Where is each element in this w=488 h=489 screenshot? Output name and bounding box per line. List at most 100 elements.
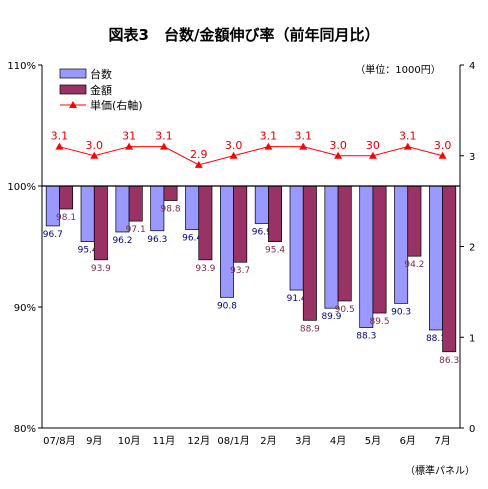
data-label-price: 3.1 [260,130,278,143]
price-marker [229,151,238,159]
right-axis-tick-label: 3 [469,152,475,163]
x-axis-tick-label: 12月 [187,435,210,447]
data-label-price: 3.1 [295,130,313,143]
price-marker [159,142,168,150]
bar-amt [128,185,143,222]
x-axis-tick-label: 5月 [365,435,381,447]
data-label-amt: 98.1 [56,213,76,223]
data-label-amt: 94.2 [404,260,424,270]
right-axis-tick-label: 2 [469,243,475,254]
bar-amt [302,185,317,321]
bar-qty [80,185,95,243]
data-label-amt: 90.5 [335,305,355,315]
price-marker [264,142,273,150]
price-marker [403,142,412,150]
legend-label-price: 単価(右軸) [90,98,143,112]
legend-swatch-qty [59,68,87,79]
data-label-price: 30 [366,139,380,152]
unit-note: （単位：1000円） [355,63,440,76]
bar-amt [93,185,108,261]
bar-qty [324,185,339,309]
data-label-amt: 97.1 [126,225,146,235]
x-axis-tick-label: 08/1月 [217,435,249,447]
data-label-amt: 86.3 [439,356,459,366]
data-label-price: 3.0 [329,139,347,152]
data-label-price: 31 [122,130,136,143]
data-label-amt: 89.5 [370,317,390,327]
x-axis-tick-label: 10月 [118,435,141,447]
bar-amt [163,185,178,201]
x-axis-tick-label: 7月 [434,435,450,447]
left-axis-tick-label: 110% [7,61,36,72]
data-label-qty: 90.8 [217,301,237,311]
price-marker [90,151,99,159]
right-axis-tick-label: 4 [469,61,475,72]
price-marker [194,160,203,168]
data-label-price: 3.1 [399,130,417,143]
bar-amt [268,185,283,243]
price-marker [334,151,343,159]
data-label-qty: 91.4 [287,294,307,304]
bar-amt [407,185,422,257]
data-label-amt: 93.7 [230,266,250,276]
bar-qty [394,185,409,304]
left-axis-tick-label: 80% [14,424,36,435]
chart-title: 図表3 台数/金額伸び率（前年同月比） [109,26,380,44]
bar-amt [233,185,248,263]
x-axis-tick-label: 07/8月 [43,435,75,447]
data-label-amt: 88.9 [300,324,320,334]
data-label-qty: 88.3 [356,332,376,342]
bar-qty [428,185,443,331]
bar-amt [442,185,457,353]
data-label-qty: 96.2 [112,236,132,246]
source-note: （標準パネル） [405,464,475,477]
data-label-amt: 93.9 [195,264,215,274]
bar-qty [185,185,200,230]
data-label-price: 3.0 [434,139,452,152]
data-label-price: 3.1 [51,130,69,143]
data-label-price: 3.0 [86,139,104,152]
data-label-amt: 95.4 [265,246,285,256]
legend-marker-price [69,101,77,108]
left-axis-tick-label: 90% [14,303,36,314]
plot-area: 80% 90% 100% 110% 0 1 2 3 4 96.7 98.1 07/8月 95.4 93.9… [7,61,475,447]
bar-amt [59,185,74,210]
legend-label-amt: 金額 [90,83,112,97]
price-line [59,146,443,166]
data-label-qty: 90.3 [391,307,411,317]
x-axis-tick-label: 6月 [400,435,416,447]
bar-qty [219,185,234,298]
x-axis-tick-label: 11月 [153,435,176,447]
x-axis-tick-label: 3月 [295,435,311,447]
data-label-amt: 93.9 [91,264,111,274]
right-axis-tick-label: 0 [469,424,475,435]
data-label-qty: 88.1 [426,334,446,344]
bar-amt [198,185,213,261]
legend-swatch-amt [59,84,87,95]
price-marker [438,151,447,159]
data-label-qty: 96.3 [147,235,167,245]
bar-qty [359,185,374,328]
legend-label-qty: 台数 [90,67,112,81]
bar-qty [254,185,269,224]
x-axis-tick-label: 2月 [260,435,276,447]
data-label-price: 3.0 [225,139,243,152]
data-label-amt: 98.8 [161,205,181,215]
data-label-price: 2.9 [190,148,208,161]
bar-amt [372,185,387,314]
data-label-price: 3.1 [155,130,173,143]
price-marker [299,142,308,150]
data-label-qty: 96.7 [43,230,63,240]
price-marker [368,151,377,159]
x-axis-tick-label: 4月 [330,435,346,447]
bar-amt [337,185,352,302]
data-label-qty: 96.9 [252,228,272,238]
bar-qty [289,185,304,291]
data-label-qty: 89.9 [321,312,341,322]
price-marker [125,142,134,150]
price-marker [55,142,64,150]
x-axis-tick-label: 9月 [86,435,102,447]
left-axis-tick-label: 100% [7,182,36,193]
legend: 台数 金額 単価(右軸) [59,67,143,112]
